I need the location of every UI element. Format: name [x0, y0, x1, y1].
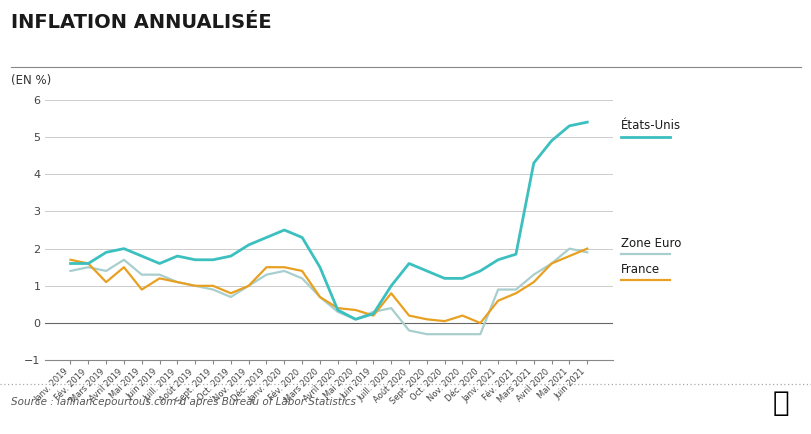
Text: France: France	[620, 263, 659, 276]
Text: INFLATION ANNUALISÉE: INFLATION ANNUALISÉE	[11, 13, 271, 32]
Text: (EN %): (EN %)	[11, 74, 51, 87]
Text: 🌳: 🌳	[772, 388, 788, 417]
Text: Zone Euro: Zone Euro	[620, 237, 680, 250]
Text: Source : lafinancepourtous.com d’après Bureau of Labor Statistics: Source : lafinancepourtous.com d’après B…	[11, 396, 355, 407]
Text: États-Unis: États-Unis	[620, 119, 680, 132]
